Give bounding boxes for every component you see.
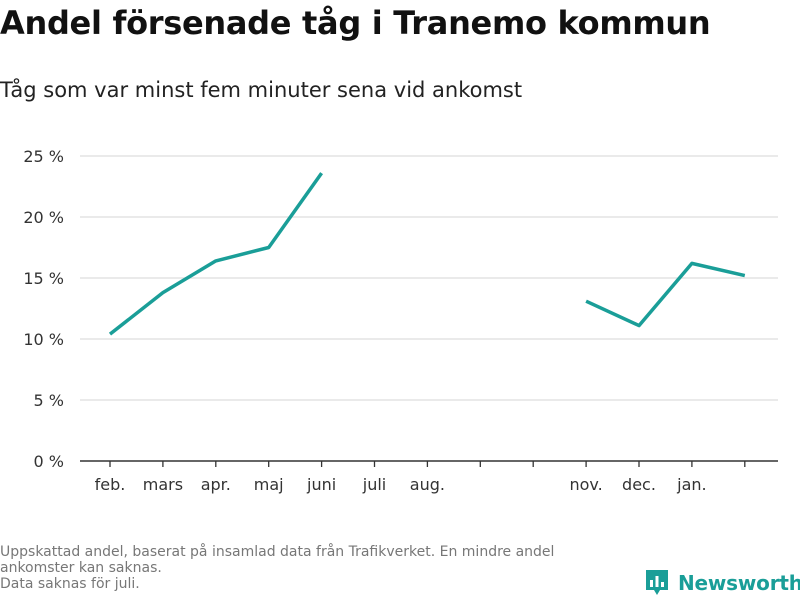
line-chart: 0 % 5 % 10 % 15 % 20 % 25 % feb. mars apr. maj jun… [23, 147, 778, 494]
y-tick-label: 20 % [23, 208, 64, 227]
x-tick-label: aug. [410, 475, 445, 494]
y-tick-label: 10 % [23, 330, 64, 349]
footnote: Uppskattad andel, baserat på insamlad da… [0, 544, 630, 592]
footnote-source: Uppskattad andel, baserat på insamlad da… [0, 544, 555, 576]
brand-name: Newsworthy [678, 571, 800, 595]
x-tick-label: maj [254, 475, 284, 494]
bar-chart-speech-bubble-icon [646, 570, 668, 595]
x-tick-label: dec. [622, 475, 656, 494]
y-tick-label: 0 % [34, 452, 64, 471]
y-tick-label: 5 % [34, 391, 64, 410]
y-tick-label: 15 % [23, 269, 64, 288]
x-tick-label: jan. [676, 475, 706, 494]
x-tick-label: apr. [201, 475, 231, 494]
brand-logo: Newsworthy [644, 568, 800, 598]
series-line-segment [585, 261, 746, 328]
series-line-segment [108, 172, 324, 336]
footnote-missing-data: Data saknas för juli. [0, 576, 140, 592]
chart-title: Andel försenade tåg i Tranemo kommun [0, 4, 711, 42]
chart-subtitle: Tåg som var minst fem minuter sena vid a… [0, 78, 523, 102]
x-tick-label: feb. [95, 475, 126, 494]
x-tick-label: juni [306, 475, 336, 494]
x-tick-label: juli [362, 475, 386, 494]
x-tick-label: mars [143, 475, 183, 494]
x-tick-label: nov. [569, 475, 602, 494]
y-tick-label: 25 % [23, 147, 64, 166]
